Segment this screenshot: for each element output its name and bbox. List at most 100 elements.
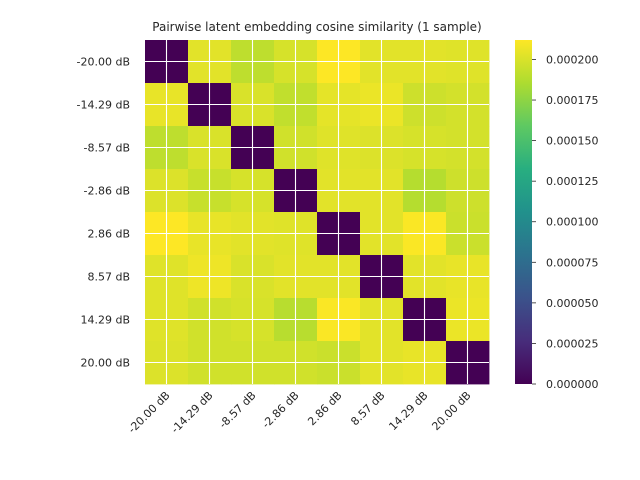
- heatmap-cell: [446, 233, 468, 256]
- heatmap-cell: [467, 169, 490, 191]
- heatmap-cell: [424, 169, 447, 191]
- heatmap-cell: [467, 276, 490, 299]
- heatmap-cell: [467, 255, 490, 277]
- y-tick-label: -20.00 dB: [77, 56, 131, 69]
- heatmap-cell: [188, 169, 210, 191]
- heatmap-cell: [209, 190, 232, 213]
- heatmap-cell: [403, 319, 425, 342]
- heatmap-cell: [467, 61, 490, 84]
- heatmap-cell: [338, 319, 361, 342]
- heatmap-cell: [424, 104, 447, 127]
- x-tick-label: 20.00 dB: [429, 389, 473, 433]
- heatmap-cell: [209, 126, 232, 148]
- heatmap-cell: [145, 362, 167, 385]
- heatmap-cell: [188, 40, 210, 62]
- heatmap-cell: [274, 212, 296, 234]
- heatmap-cell: [360, 61, 382, 84]
- heatmap-cell: [381, 341, 404, 363]
- y-tick-label: 14.29 dB: [80, 314, 130, 327]
- heatmap-cell: [381, 362, 404, 385]
- heatmap-cell: [166, 341, 189, 363]
- colorbar-tick-label: 0.000200: [546, 53, 599, 66]
- heatmap-cell: [381, 169, 404, 191]
- colorbar-tick-label: 0.000100: [546, 216, 599, 229]
- heatmap-cell: [424, 276, 447, 299]
- heatmap-cell: [252, 190, 275, 213]
- heatmap-cell: [295, 362, 318, 385]
- y-tick-label: 20.00 dB: [80, 357, 130, 370]
- y-tick-label: -14.29 dB: [77, 99, 131, 112]
- heatmap-cell: [252, 169, 275, 191]
- heatmap-cell: [338, 83, 361, 105]
- heatmap-cell: [317, 341, 339, 363]
- heatmap-cell: [360, 40, 382, 62]
- colorbar-tick-label: 0.000125: [546, 175, 599, 188]
- heatmap-cell: [274, 190, 296, 213]
- heatmap-cell: [166, 319, 189, 342]
- heatmap-cell: [252, 61, 275, 84]
- heatmap-cell: [252, 104, 275, 127]
- heatmap-cell: [295, 83, 318, 105]
- heatmap-cell: [145, 104, 167, 127]
- heatmap-cell: [317, 212, 339, 234]
- heatmap-cell: [360, 212, 382, 234]
- heatmap-cell: [403, 298, 425, 320]
- heatmap-cell: [209, 233, 232, 256]
- colorbar-tick-label: 0.000025: [546, 337, 599, 350]
- heatmap-cell: [403, 233, 425, 256]
- heatmap-cell: [166, 298, 189, 320]
- heatmap-cell: [209, 104, 232, 127]
- heatmap-cell: [381, 212, 404, 234]
- heatmap-cell: [424, 147, 447, 170]
- chart-title: Pairwise latent embedding cosine similar…: [152, 20, 481, 34]
- heatmap-cell: [424, 190, 447, 213]
- heatmap-cell: [317, 83, 339, 105]
- heatmap-cell: [317, 255, 339, 277]
- heatmap-cell: [403, 147, 425, 170]
- heatmap-cell: [424, 40, 447, 62]
- x-tick-label: 8.57 dB: [348, 389, 387, 428]
- heatmap-cell: [295, 276, 318, 299]
- heatmap-cell: [338, 190, 361, 213]
- x-tick-label: -2.86 dB: [260, 389, 302, 431]
- heatmap-cell: [360, 169, 382, 191]
- colorbar-tick-label: 0.000000: [546, 378, 599, 391]
- heatmap-cell: [424, 298, 447, 320]
- heatmap-cell: [145, 298, 167, 320]
- heatmap-cell: [188, 126, 210, 148]
- heatmap-cell: [274, 298, 296, 320]
- heatmap-cell: [381, 104, 404, 127]
- heatmap-cell: [145, 233, 167, 256]
- heatmap-cell: [338, 169, 361, 191]
- heatmap-cell: [252, 362, 275, 385]
- heatmap-cell: [166, 212, 189, 234]
- heatmap-cell: [145, 83, 167, 105]
- heatmap-cell: [231, 276, 253, 299]
- heatmap-cell: [467, 319, 490, 342]
- heatmap-gridlines: [145, 40, 489, 384]
- heatmap-cells: [145, 40, 490, 385]
- heatmap-cell: [338, 233, 361, 256]
- heatmap-cell: [274, 233, 296, 256]
- heatmap-cell: [317, 362, 339, 385]
- heatmap-cell: [403, 212, 425, 234]
- heatmap-cell: [360, 362, 382, 385]
- heatmap-cell: [317, 190, 339, 213]
- heatmap-cell: [145, 255, 167, 277]
- heatmap-cell: [209, 40, 232, 62]
- heatmap-cell: [252, 126, 275, 148]
- heatmap-cell: [252, 40, 275, 62]
- y-axis-tick-labels: -20.00 dB -14.29 dB -8.57 dB -2.86 dB 2.86 d…: [77, 56, 131, 370]
- heatmap-cell: [317, 319, 339, 342]
- colorbar-tick-label: 0.000075: [546, 256, 599, 269]
- heatmap-cell: [467, 104, 490, 127]
- heatmap-cell: [338, 126, 361, 148]
- heatmap-cell: [467, 126, 490, 148]
- heatmap-cell: [252, 147, 275, 170]
- x-tick-label: -8.57 dB: [217, 389, 259, 431]
- heatmap-cell: [295, 147, 318, 170]
- heatmap-cell: [403, 104, 425, 127]
- heatmap-cell: [403, 61, 425, 84]
- heatmap-cell: [424, 341, 447, 363]
- heatmap-cell: [274, 276, 296, 299]
